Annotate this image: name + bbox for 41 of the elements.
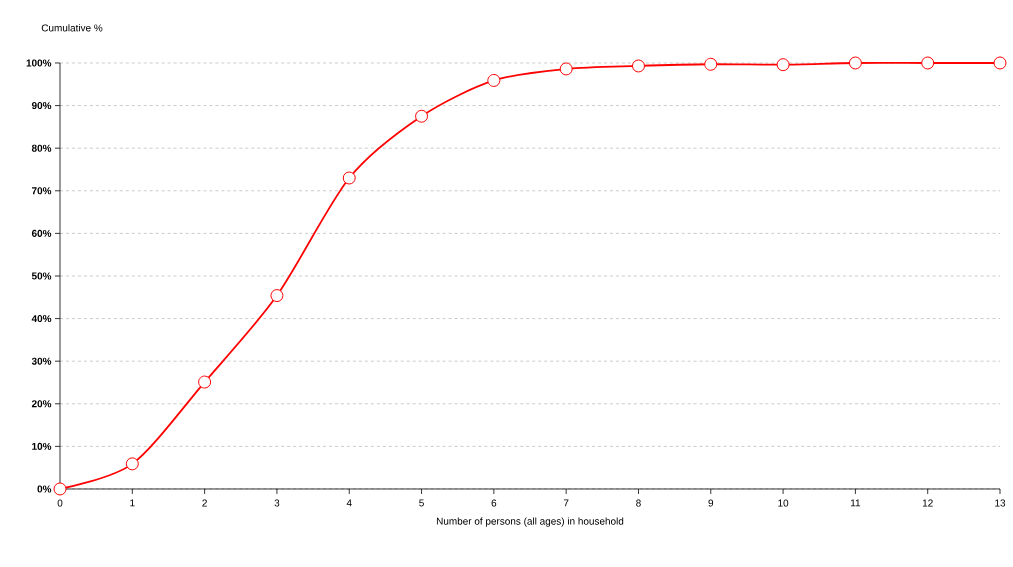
x-tick-label: 9: [708, 499, 714, 507]
x-tick-label: 1: [130, 499, 135, 507]
x-tick-label: 3: [274, 499, 280, 507]
point: [198, 375, 212, 389]
y-tick-label: 90%: [31, 102, 52, 110]
x-tick-label: 0: [57, 499, 63, 507]
point: [631, 59, 645, 73]
point: [342, 171, 356, 185]
y-tick-label: 40%: [31, 315, 52, 323]
x-tick-label: 5: [419, 499, 424, 507]
point: [921, 56, 935, 70]
x-tick-label: 6: [491, 499, 497, 507]
x-tick-label: 10: [778, 499, 789, 507]
y-tick-label: 30%: [31, 357, 52, 365]
y-tick-label: 70%: [31, 187, 52, 195]
x-tick-label: 11: [850, 499, 861, 507]
point: [415, 109, 429, 123]
y-tick-label: 10%: [32, 442, 52, 450]
y-tick-label: 0%: [37, 485, 52, 493]
y-tick-label: 60%: [31, 229, 52, 237]
point: [993, 56, 1007, 70]
x-axis-title: Number of persons (all ages) in household: [436, 517, 624, 527]
x-tick-label: 2: [202, 499, 207, 507]
y-tick-label: 50%: [31, 272, 52, 280]
x-tick-label: 7: [563, 499, 569, 507]
point: [848, 56, 862, 70]
point: [776, 58, 790, 72]
x-tick-label: 8: [636, 499, 641, 507]
point: [487, 73, 501, 87]
point: [53, 482, 67, 496]
y-tick-label: 100%: [26, 59, 52, 67]
point: [125, 457, 139, 471]
point: [704, 57, 718, 71]
point: [559, 62, 573, 76]
y-tick-label: 20%: [31, 400, 52, 408]
x-tick-label: 12: [922, 499, 933, 507]
y-tick-label: 80%: [31, 144, 52, 152]
point: [270, 289, 284, 303]
x-tick-label: 13: [995, 499, 1006, 507]
y-axis-title: Cumulative %: [41, 24, 103, 32]
x-tick-label: 4: [346, 499, 352, 507]
